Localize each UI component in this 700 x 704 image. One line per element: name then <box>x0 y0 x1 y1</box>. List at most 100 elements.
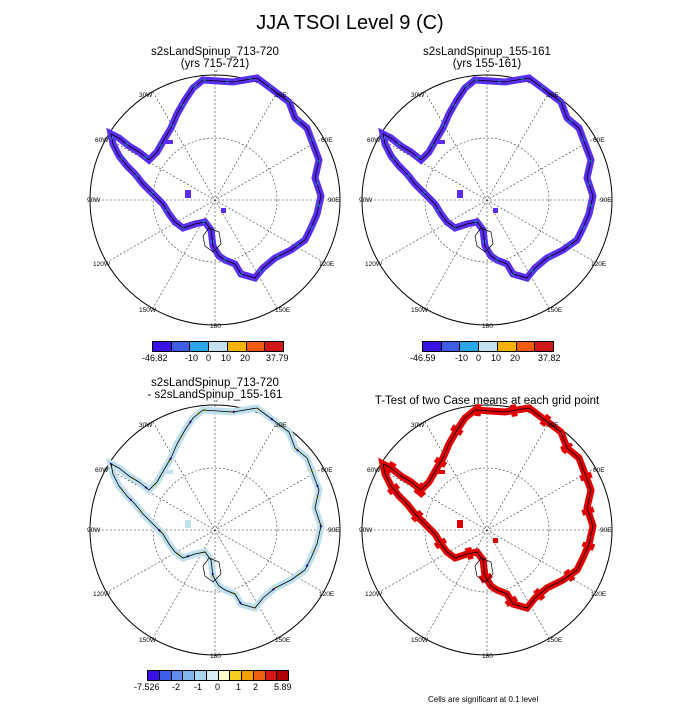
lon-label-150w: 150W <box>139 307 157 314</box>
panel2-title: s2sLandSpinup_155-161 (yrs 155-161) <box>357 46 617 70</box>
lon-label-30w: 30W <box>139 422 153 429</box>
colorbar-swatch <box>183 671 195 680</box>
lon-label-90w: 90W <box>87 197 101 204</box>
lon-label-120w: 120W <box>365 591 383 598</box>
colorbar-tick: 0 <box>206 353 212 363</box>
interior-cell <box>493 538 498 543</box>
colorbar-swatch <box>246 342 266 351</box>
interior-cell <box>165 140 173 144</box>
panel1-title-line2: (yrs 715-721) <box>180 58 250 70</box>
panel3-title-line2: - s2sLandSpinup_155-161 <box>147 389 283 401</box>
lon-label-150w: 150W <box>411 637 429 644</box>
colorbar-tick: 37.79 <box>266 353 289 363</box>
lon-label-90w: 90W <box>87 527 101 534</box>
colorbar-swatch <box>159 671 172 680</box>
lon-label-60w: 60W <box>367 137 381 144</box>
colorbar-tick: 10 <box>221 353 232 363</box>
lon-label-90w: 90W <box>359 527 373 534</box>
latitude-circle <box>424 467 550 593</box>
colorbar-swatch <box>209 342 228 351</box>
lon-label-30w: 30W <box>139 92 153 99</box>
lon-label-90e: 90E <box>328 197 340 204</box>
lon-label-90e: 90E <box>600 527 612 534</box>
panel1-title-line1: s2sLandSpinup_713-720 <box>151 46 279 58</box>
colorbar-tick: 0 <box>215 682 221 692</box>
panel4-title-line1: T-Test of two Case means at each grid po… <box>374 395 600 407</box>
colorbar-swatch <box>206 671 219 680</box>
lon-label-120w: 120W <box>365 261 383 268</box>
colorbar-swatch <box>516 342 536 351</box>
panel1-title: s2sLandSpinup_713-720 (yrs 715-721) <box>85 46 345 70</box>
colorbar-swatch <box>190 342 210 351</box>
lon-label-120e: 120E <box>319 261 335 268</box>
lon-label-30e: 30E <box>547 92 559 99</box>
lon-label-90e: 90E <box>328 527 340 534</box>
lon-label-60e: 60E <box>593 467 605 474</box>
lon-label-60w: 60W <box>367 467 381 474</box>
lon-label-60e: 60E <box>321 137 333 144</box>
panel2-polar-map: 0 30E 60E 90E 120E 150E 180 150W 120W 90… <box>359 70 613 330</box>
lon-label-90w: 90W <box>359 197 373 204</box>
colorbar-swatch <box>277 671 288 680</box>
colorbar-swatch <box>253 671 266 680</box>
colorbar-tick: -10 <box>185 353 199 363</box>
meridian-120 <box>106 467 324 593</box>
latitude-circle <box>152 137 278 263</box>
meridian-120 <box>106 137 324 263</box>
lon-label-180: 180 <box>482 653 493 660</box>
colorbar-swatch <box>218 671 231 680</box>
panel4-polar-map: 0 30E 60E 90E 120E 150E 180 150W 120W 90… <box>359 400 613 660</box>
lon-label-60w: 60W <box>95 137 109 144</box>
lon-label-150e: 150E <box>275 637 291 644</box>
colorbar-swatch <box>230 671 242 680</box>
interior-cell <box>185 520 191 528</box>
colorbar-swatch <box>423 342 442 351</box>
colorbar-tick: -7.526 <box>134 682 160 692</box>
interior-cell <box>457 190 463 198</box>
lon-label-150e: 150E <box>275 307 291 314</box>
colorbar-swatch <box>460 342 480 351</box>
lon-label-120e: 120E <box>591 591 607 598</box>
lon-label-30e: 30E <box>275 422 287 429</box>
colorbar-tick: 0 <box>476 353 482 363</box>
panel3-title-line1: s2sLandSpinup_713-720 <box>151 377 279 389</box>
lon-label-120w: 120W <box>93 261 111 268</box>
colorbar-tick: -46.82 <box>142 353 168 363</box>
colorbar-tick: 5.89 <box>274 682 292 692</box>
colorbar-tick: -46.59 <box>410 353 436 363</box>
colorbar-swatch <box>227 342 247 351</box>
colorbar-tick: 37.82 <box>538 353 561 363</box>
lon-label-150w: 150W <box>139 637 157 644</box>
panel2-title-line2: (yrs 155-161) <box>452 58 522 70</box>
colorbar-swatch <box>242 671 254 680</box>
lon-label-30e: 30E <box>275 92 287 99</box>
interior-cell <box>165 470 173 474</box>
lon-label-150e: 150E <box>547 307 563 314</box>
colorbar-swatch <box>497 342 517 351</box>
colorbar-tick: -1 <box>194 682 203 692</box>
colorbar-tick: 20 <box>240 353 251 363</box>
panel3-colorbar <box>147 670 289 681</box>
panel2-colorbar <box>422 341 554 352</box>
lon-label-0: 0 <box>486 70 490 74</box>
lon-label-120w: 120W <box>93 591 111 598</box>
lon-label-180: 180 <box>482 323 493 330</box>
colorbar-tick: -10 <box>455 353 469 363</box>
colorbar-tick: 20 <box>510 353 521 363</box>
latitude-circle <box>424 137 550 263</box>
colorbar-tick: -2 <box>172 682 181 692</box>
colorbar-swatch <box>171 342 191 351</box>
lon-label-30w: 30W <box>411 422 425 429</box>
lon-label-60e: 60E <box>321 467 333 474</box>
lon-label-0: 0 <box>214 70 218 74</box>
panel1-polar-map: 0 30E 60E 90E 120E 150E 180 150W 120W 90… <box>87 70 341 330</box>
figure-title: JJA TSOI Level 9 (C) <box>256 12 444 34</box>
interior-cell <box>493 208 498 213</box>
colorbar-swatch <box>535 342 554 351</box>
colorbar-swatch <box>441 342 461 351</box>
panel3-title: s2sLandSpinup_713-720 - s2sLandSpinup_15… <box>85 377 345 401</box>
colorbar-tick: 10 <box>491 353 502 363</box>
latitude-circle <box>152 467 278 593</box>
colorbar-swatch <box>171 671 184 680</box>
colorbar-swatch <box>265 342 284 351</box>
